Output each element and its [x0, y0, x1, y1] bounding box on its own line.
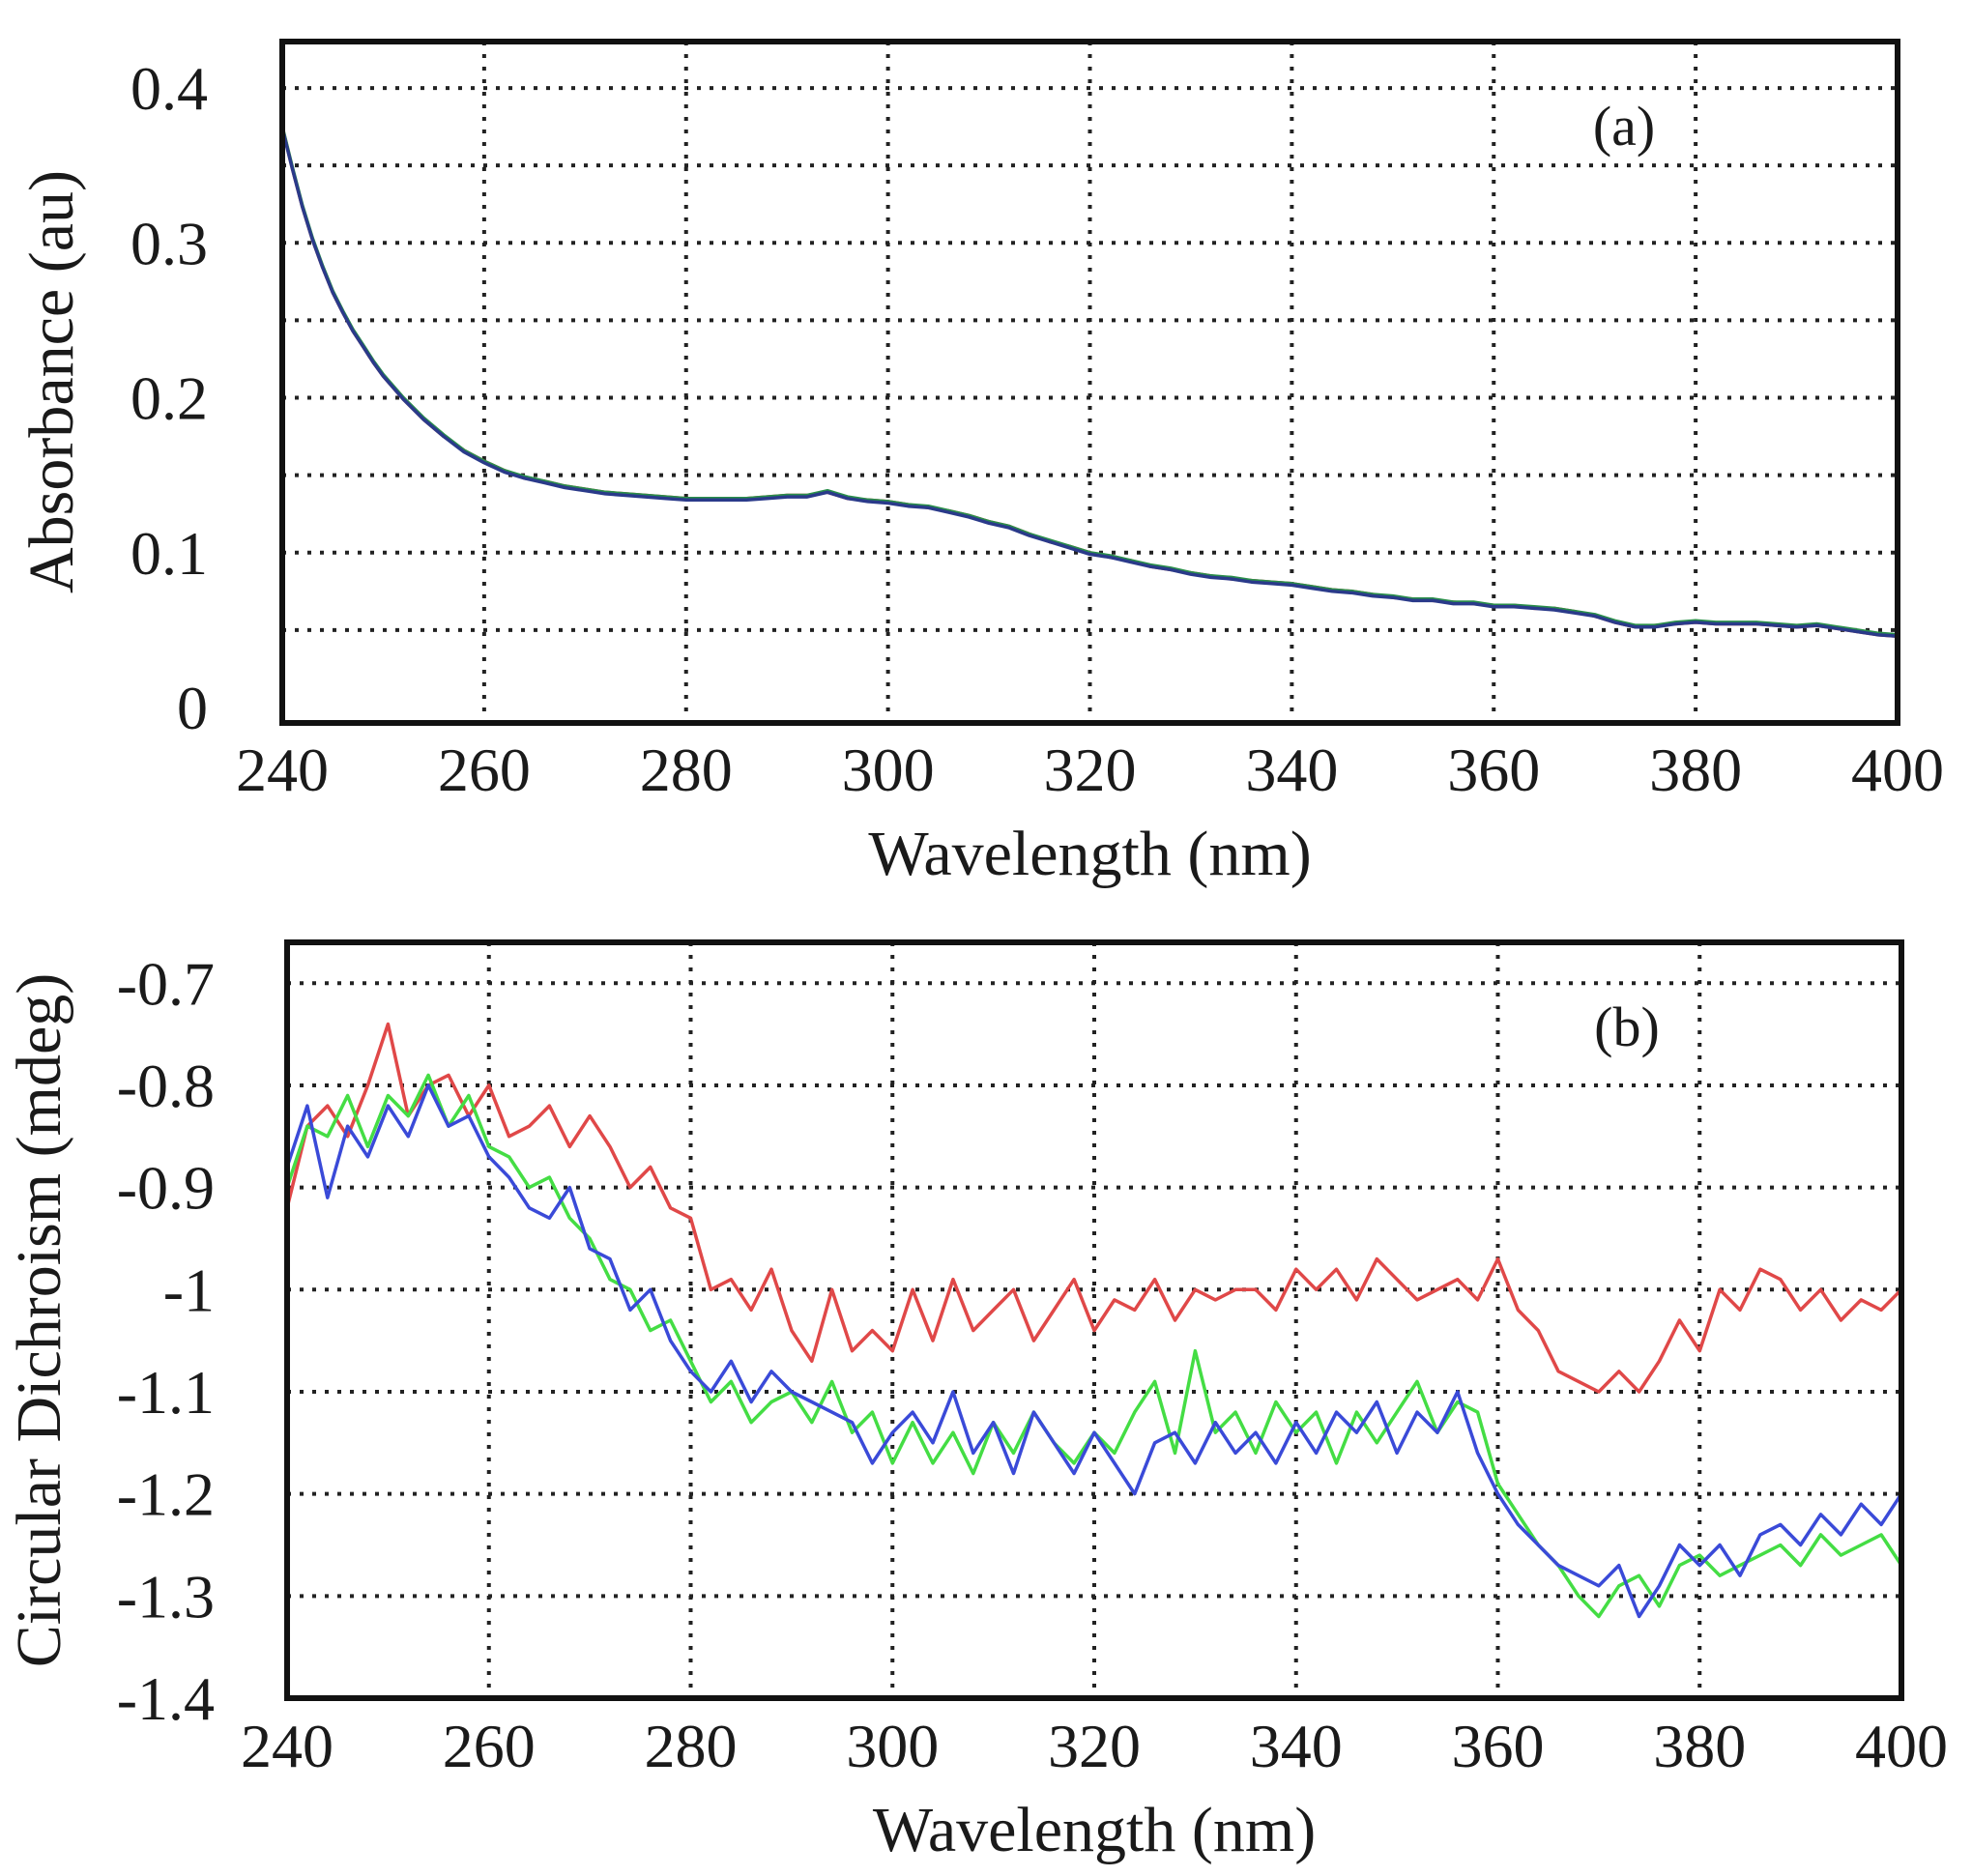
series-line-1 [285, 1022, 1903, 1394]
y-tick-label: 0 [177, 674, 208, 742]
x-tick-label: 360 [1452, 1712, 1545, 1780]
panel-a-gridlines [282, 42, 1898, 723]
x-tick-label: 260 [443, 1712, 536, 1780]
panel-a-plot-frame [279, 39, 1900, 726]
x-tick-label: 340 [1245, 736, 1338, 804]
y-tick-label: 0.3 [130, 209, 208, 277]
x-tick-label: 280 [640, 736, 733, 804]
x-tick-label: 240 [241, 1712, 334, 1780]
panel-a-x-axis-title: Wavelength (nm) [868, 819, 1311, 889]
y-tick-label: -1.2 [117, 1460, 215, 1529]
x-tick-label: 320 [1044, 736, 1137, 804]
x-tick-label: 400 [1855, 1712, 1948, 1780]
y-tick-label: -0.9 [117, 1154, 215, 1223]
panel-b-series-group [285, 1022, 1903, 1619]
x-tick-label: 240 [236, 736, 329, 804]
panel-a-chart: 240 260 280 300 320 340 360 380 400 0 0.1 0.2 0.3 0.… [16, 39, 1944, 889]
panel-b-label: (b) [1594, 996, 1660, 1058]
x-tick-label: 260 [438, 736, 531, 804]
x-tick-label: 340 [1250, 1712, 1343, 1780]
panel-b-x-axis-title: Wavelength (nm) [873, 1795, 1316, 1865]
y-tick-label: 0.2 [130, 364, 208, 433]
panel-a-label: (a) [1593, 95, 1655, 158]
x-tick-label: 300 [846, 1712, 939, 1780]
y-tick-label: -1 [163, 1255, 215, 1324]
panel-b-plot-frame [284, 939, 1904, 1701]
x-tick-label: 320 [1048, 1712, 1141, 1780]
panel-b-x-tick-labels: 240 260 280 300 320 340 360 380 400 [241, 1712, 1948, 1780]
panel-a-y-tick-labels: 0 0.1 0.2 0.3 0.4 [130, 54, 208, 742]
y-tick-label: -1.3 [117, 1562, 215, 1631]
panel-b-chart: 240 260 280 300 320 340 360 380 400 -0.7 -0.8 -0.9… [4, 939, 1948, 1865]
y-tick-label: -0.7 [117, 949, 215, 1018]
y-tick-label: 0.1 [130, 519, 208, 588]
panel-a-series-group [280, 126, 1899, 639]
series-line-3 [280, 128, 1899, 639]
x-tick-label: 360 [1447, 736, 1540, 804]
x-tick-label: 380 [1653, 1712, 1746, 1780]
y-tick-label: -1.4 [117, 1664, 215, 1733]
y-tick-label: -0.8 [117, 1052, 215, 1120]
x-tick-label: 280 [645, 1712, 738, 1780]
x-tick-label: 380 [1649, 736, 1742, 804]
x-tick-label: 300 [842, 736, 935, 804]
panel-b-y-tick-labels: -0.7 -0.8 -0.9 -1 -1.1 -1.2 -1.3 -1.4 [117, 949, 215, 1733]
y-tick-label: -1.1 [117, 1358, 215, 1427]
panel-a-x-tick-labels: 240 260 280 300 320 340 360 380 400 [236, 736, 1944, 804]
panel-a-y-axis-title: Absorbance (au) [16, 170, 87, 593]
y-tick-label: 0.4 [130, 54, 208, 123]
x-tick-label: 400 [1851, 736, 1944, 804]
panel-b-y-axis-title: Circular Dichroism (mdeg) [4, 973, 74, 1667]
series-line-3 [285, 1083, 1903, 1619]
